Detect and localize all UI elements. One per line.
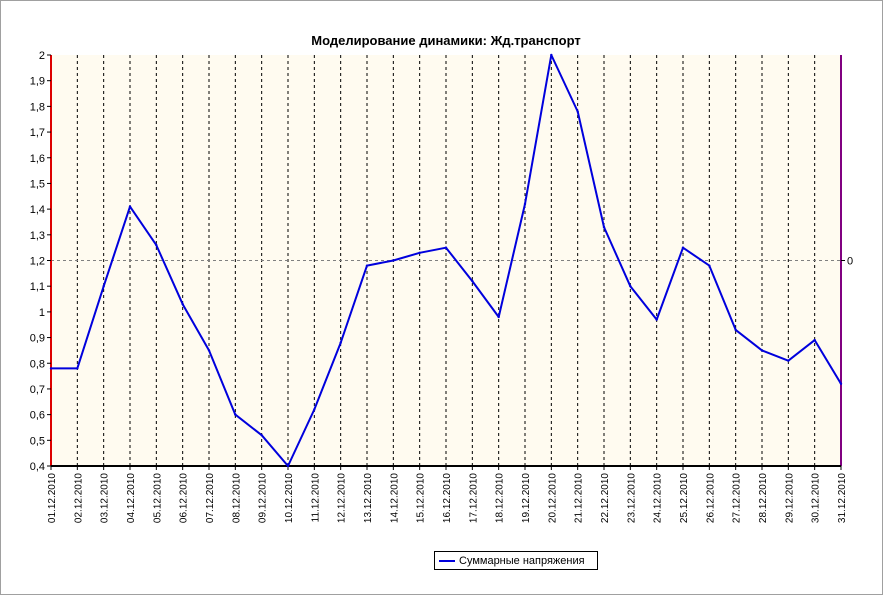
data-point	[339, 341, 342, 344]
y-tick-label: 1	[39, 307, 45, 319]
legend-label: Суммарные напряжения	[459, 554, 585, 567]
data-point	[708, 264, 711, 267]
data-point	[655, 318, 658, 321]
data-point	[207, 349, 211, 352]
x-tick-label: 02.12.2010	[73, 473, 84, 523]
data-point	[602, 225, 606, 229]
x-tick-label: 21.12.2010	[574, 473, 585, 523]
x-tick-label: 10.12.2010	[284, 473, 295, 523]
data-point	[49, 367, 53, 370]
x-tick-label: 18.12.2010	[495, 473, 506, 523]
x-tick-label: 23.12.2010	[626, 473, 637, 523]
data-point	[128, 205, 132, 208]
y-tick-label: 1,7	[30, 127, 45, 139]
data-point	[155, 243, 158, 247]
y-tick-label: 0,6	[30, 410, 45, 422]
x-tick-label: 01.12.2010	[47, 473, 58, 523]
x-tick-label: 16.12.2010	[442, 473, 453, 523]
data-point	[523, 202, 527, 206]
data-point	[102, 284, 105, 288]
legend: Суммарные напряжения	[434, 551, 598, 570]
y-tick-label: 1,5	[30, 178, 45, 190]
x-tick-label: 26.12.2010	[705, 473, 716, 523]
x-tick-label: 15.12.2010	[416, 473, 427, 523]
x-tick-label: 17.12.2010	[468, 473, 479, 523]
y-tick-label: 1,6	[30, 153, 45, 165]
data-point	[787, 359, 790, 362]
x-tick-label: 30.12.2010	[811, 473, 822, 523]
x-tick-label: 09.12.2010	[258, 473, 269, 523]
data-point	[760, 349, 764, 352]
y-tick-label: 0,7	[30, 384, 45, 396]
y-tick-label: 1,8	[30, 101, 45, 113]
data-point	[681, 246, 685, 249]
x-tick-label: 06.12.2010	[179, 473, 190, 523]
x-tick-label: 05.12.2010	[152, 473, 163, 523]
data-point	[392, 259, 395, 262]
y-tick-label: 0,5	[30, 435, 45, 447]
legend-swatch	[439, 559, 455, 562]
data-point	[734, 328, 737, 332]
y-tick-label: 0,9	[30, 333, 45, 345]
x-tick-label: 07.12.2010	[205, 473, 216, 523]
y-tick-label: 1,1	[30, 281, 45, 293]
y-tick-label: 1,3	[30, 230, 45, 242]
data-point	[813, 338, 816, 342]
y-tick-label: 1,2	[30, 256, 45, 268]
y-tick-label: 1,4	[30, 204, 45, 216]
y-tick-label: 0,4	[30, 461, 45, 473]
data-point	[576, 110, 579, 113]
data-point	[839, 382, 843, 385]
data-point	[234, 413, 237, 416]
x-tick-label: 27.12.2010	[732, 473, 743, 523]
x-tick-label: 12.12.2010	[337, 473, 348, 523]
x-tick-label: 25.12.2010	[679, 473, 690, 523]
x-tick-label: 13.12.2010	[363, 473, 374, 523]
y-tick-label: 0,8	[30, 358, 45, 370]
data-point	[76, 367, 79, 370]
x-tick-label: 03.12.2010	[100, 473, 111, 523]
x-tick-label: 04.12.2010	[126, 473, 137, 523]
data-point	[629, 284, 632, 288]
x-tick-label: 22.12.2010	[600, 473, 611, 523]
data-point	[260, 433, 263, 437]
x-tick-label: 29.12.2010	[784, 473, 795, 523]
x-tick-label: 14.12.2010	[389, 473, 400, 523]
data-point	[550, 53, 553, 57]
x-tick-label: 28.12.2010	[758, 473, 769, 523]
y2-tick-label: 0	[847, 256, 853, 268]
data-point	[313, 408, 316, 411]
data-point	[497, 315, 500, 319]
data-point	[444, 246, 448, 249]
data-point	[286, 464, 290, 468]
x-tick-label: 08.12.2010	[231, 473, 242, 523]
x-tick-label: 11.12.2010	[310, 473, 321, 523]
x-tick-label: 24.12.2010	[653, 473, 664, 523]
data-point	[418, 251, 421, 254]
y-tick-label: 2	[39, 50, 45, 62]
x-tick-label: 20.12.2010	[547, 473, 558, 523]
x-tick-label: 31.12.2010	[837, 473, 848, 523]
x-tick-label: 19.12.2010	[521, 473, 532, 523]
data-point	[471, 279, 474, 283]
y-tick-label: 1,9	[30, 76, 45, 88]
chart-title: Моделирование динамики: Жд.транспорт	[311, 33, 580, 48]
data-point	[181, 302, 184, 306]
data-point	[365, 264, 369, 267]
